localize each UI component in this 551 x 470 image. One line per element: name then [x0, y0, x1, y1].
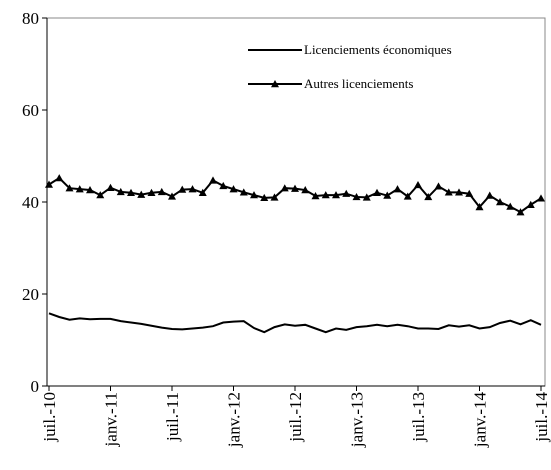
legend-label: Autres licenciements: [304, 76, 413, 91]
point-marker: [157, 187, 166, 196]
point-marker: [393, 185, 402, 193]
y-tick-label: 0: [31, 377, 40, 396]
x-tick-label: janv.-13: [348, 392, 367, 448]
legend-label: Licenciements économiques: [304, 42, 452, 57]
point-marker: [373, 188, 381, 196]
point-marker: [178, 185, 187, 193]
point-marker: [116, 187, 125, 196]
point-marker: [45, 180, 53, 188]
point-marker: [270, 193, 279, 201]
point-marker: [260, 193, 269, 202]
point-marker: [137, 190, 146, 198]
x-tick-label: juil.-11: [163, 392, 182, 442]
point-marker: [332, 191, 340, 199]
x-tick-label: juil.-12: [286, 392, 305, 443]
point-marker: [516, 208, 525, 216]
point-marker: [383, 191, 392, 199]
point-marker: [127, 188, 135, 196]
x-tick-label: juil.-10: [40, 392, 59, 443]
point-marker: [147, 188, 156, 196]
point-marker: [291, 184, 299, 192]
point-marker: [239, 188, 248, 196]
x-tick-label: janv.-11: [102, 392, 121, 447]
point-marker: [65, 184, 74, 192]
point-marker: [506, 202, 515, 210]
point-marker: [485, 191, 494, 199]
point-marker: [55, 174, 64, 182]
point-marker: [280, 184, 289, 192]
point-marker: [424, 192, 433, 201]
point-marker: [168, 192, 176, 200]
point-marker: [96, 191, 105, 199]
point-marker: [496, 198, 504, 206]
point-marker: [403, 192, 412, 200]
point-marker: [352, 192, 361, 201]
point-marker: [465, 189, 474, 197]
point-marker: [301, 186, 310, 194]
point-marker: [414, 180, 422, 189]
point-marker: [209, 176, 217, 184]
point-marker: [229, 185, 238, 193]
point-marker: [434, 182, 443, 190]
legend-marker: [271, 80, 279, 88]
point-marker: [362, 193, 371, 201]
point-marker: [475, 203, 484, 211]
y-tick-label: 40: [22, 193, 39, 212]
point-marker: [198, 188, 207, 196]
point-marker: [219, 181, 228, 190]
x-tick-label: janv.-12: [225, 392, 244, 448]
point-marker: [342, 189, 351, 197]
y-tick-label: 60: [22, 101, 39, 120]
point-marker: [311, 192, 320, 200]
point-marker: [321, 191, 330, 199]
y-tick-label: 80: [22, 9, 39, 28]
point-marker: [455, 188, 463, 196]
series-line: [48, 312, 542, 334]
point-marker: [537, 194, 545, 202]
x-tick-label: juil.-13: [409, 392, 428, 443]
x-tick-label: juil.-14: [532, 392, 551, 443]
point-marker: [75, 185, 84, 193]
point-marker: [526, 200, 535, 208]
point-marker: [250, 191, 258, 199]
point-marker: [444, 188, 453, 196]
y-tick-label: 20: [22, 285, 39, 304]
point-marker: [188, 185, 197, 193]
x-tick-label: janv.-14: [471, 392, 490, 449]
point-marker: [106, 183, 115, 191]
plot-frame: [46, 17, 546, 387]
point-marker: [86, 186, 94, 194]
